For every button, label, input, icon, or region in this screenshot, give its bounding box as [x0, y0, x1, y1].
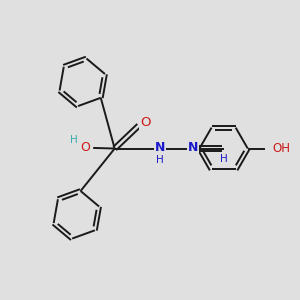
Text: O: O — [140, 116, 151, 129]
Text: H: H — [70, 135, 78, 145]
Text: N: N — [155, 141, 166, 154]
Text: O: O — [80, 141, 90, 154]
Text: OH: OH — [272, 142, 290, 155]
Text: H: H — [220, 154, 228, 164]
Text: H: H — [156, 155, 164, 165]
Text: N: N — [188, 141, 198, 154]
